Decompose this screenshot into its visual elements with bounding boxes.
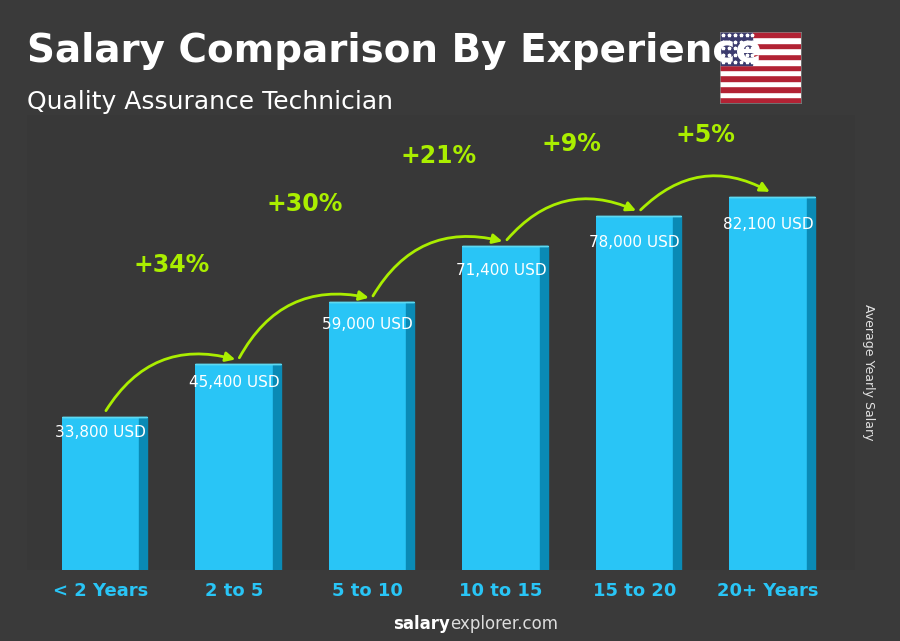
- Bar: [720, 32, 801, 37]
- Text: 82,100 USD: 82,100 USD: [723, 217, 814, 233]
- Bar: [720, 59, 801, 65]
- Bar: [720, 32, 752, 65]
- Text: +34%: +34%: [133, 253, 210, 278]
- Bar: [720, 43, 801, 48]
- Bar: [720, 97, 801, 103]
- Bar: [720, 48, 801, 54]
- FancyBboxPatch shape: [62, 417, 140, 570]
- Polygon shape: [807, 197, 815, 570]
- FancyBboxPatch shape: [328, 302, 406, 570]
- Text: explorer.com: explorer.com: [450, 615, 558, 633]
- Text: 59,000 USD: 59,000 USD: [322, 317, 413, 332]
- FancyBboxPatch shape: [195, 364, 273, 570]
- FancyBboxPatch shape: [730, 197, 807, 570]
- Bar: [720, 87, 801, 92]
- Bar: [720, 54, 801, 59]
- Text: 71,400 USD: 71,400 USD: [455, 263, 546, 278]
- Bar: [720, 92, 801, 97]
- Text: +5%: +5%: [676, 123, 735, 147]
- Bar: [720, 81, 801, 87]
- Text: 33,800 USD: 33,800 USD: [55, 425, 146, 440]
- Text: 78,000 USD: 78,000 USD: [590, 235, 680, 250]
- Polygon shape: [140, 417, 148, 570]
- Text: +30%: +30%: [266, 192, 343, 215]
- Bar: [720, 65, 801, 70]
- Bar: [720, 70, 801, 76]
- Polygon shape: [540, 246, 548, 570]
- Polygon shape: [673, 215, 681, 570]
- Text: +21%: +21%: [400, 144, 476, 168]
- Bar: [720, 37, 801, 43]
- Text: Salary Comparison By Experience: Salary Comparison By Experience: [27, 32, 761, 70]
- Polygon shape: [273, 364, 281, 570]
- FancyBboxPatch shape: [463, 246, 540, 570]
- FancyBboxPatch shape: [596, 215, 673, 570]
- Text: 45,400 USD: 45,400 USD: [189, 375, 279, 390]
- Text: Quality Assurance Technician: Quality Assurance Technician: [27, 90, 393, 113]
- Text: Average Yearly Salary: Average Yearly Salary: [862, 304, 875, 440]
- Text: salary: salary: [393, 615, 450, 633]
- Text: +9%: +9%: [542, 132, 602, 156]
- Polygon shape: [406, 302, 414, 570]
- Bar: [720, 76, 801, 81]
